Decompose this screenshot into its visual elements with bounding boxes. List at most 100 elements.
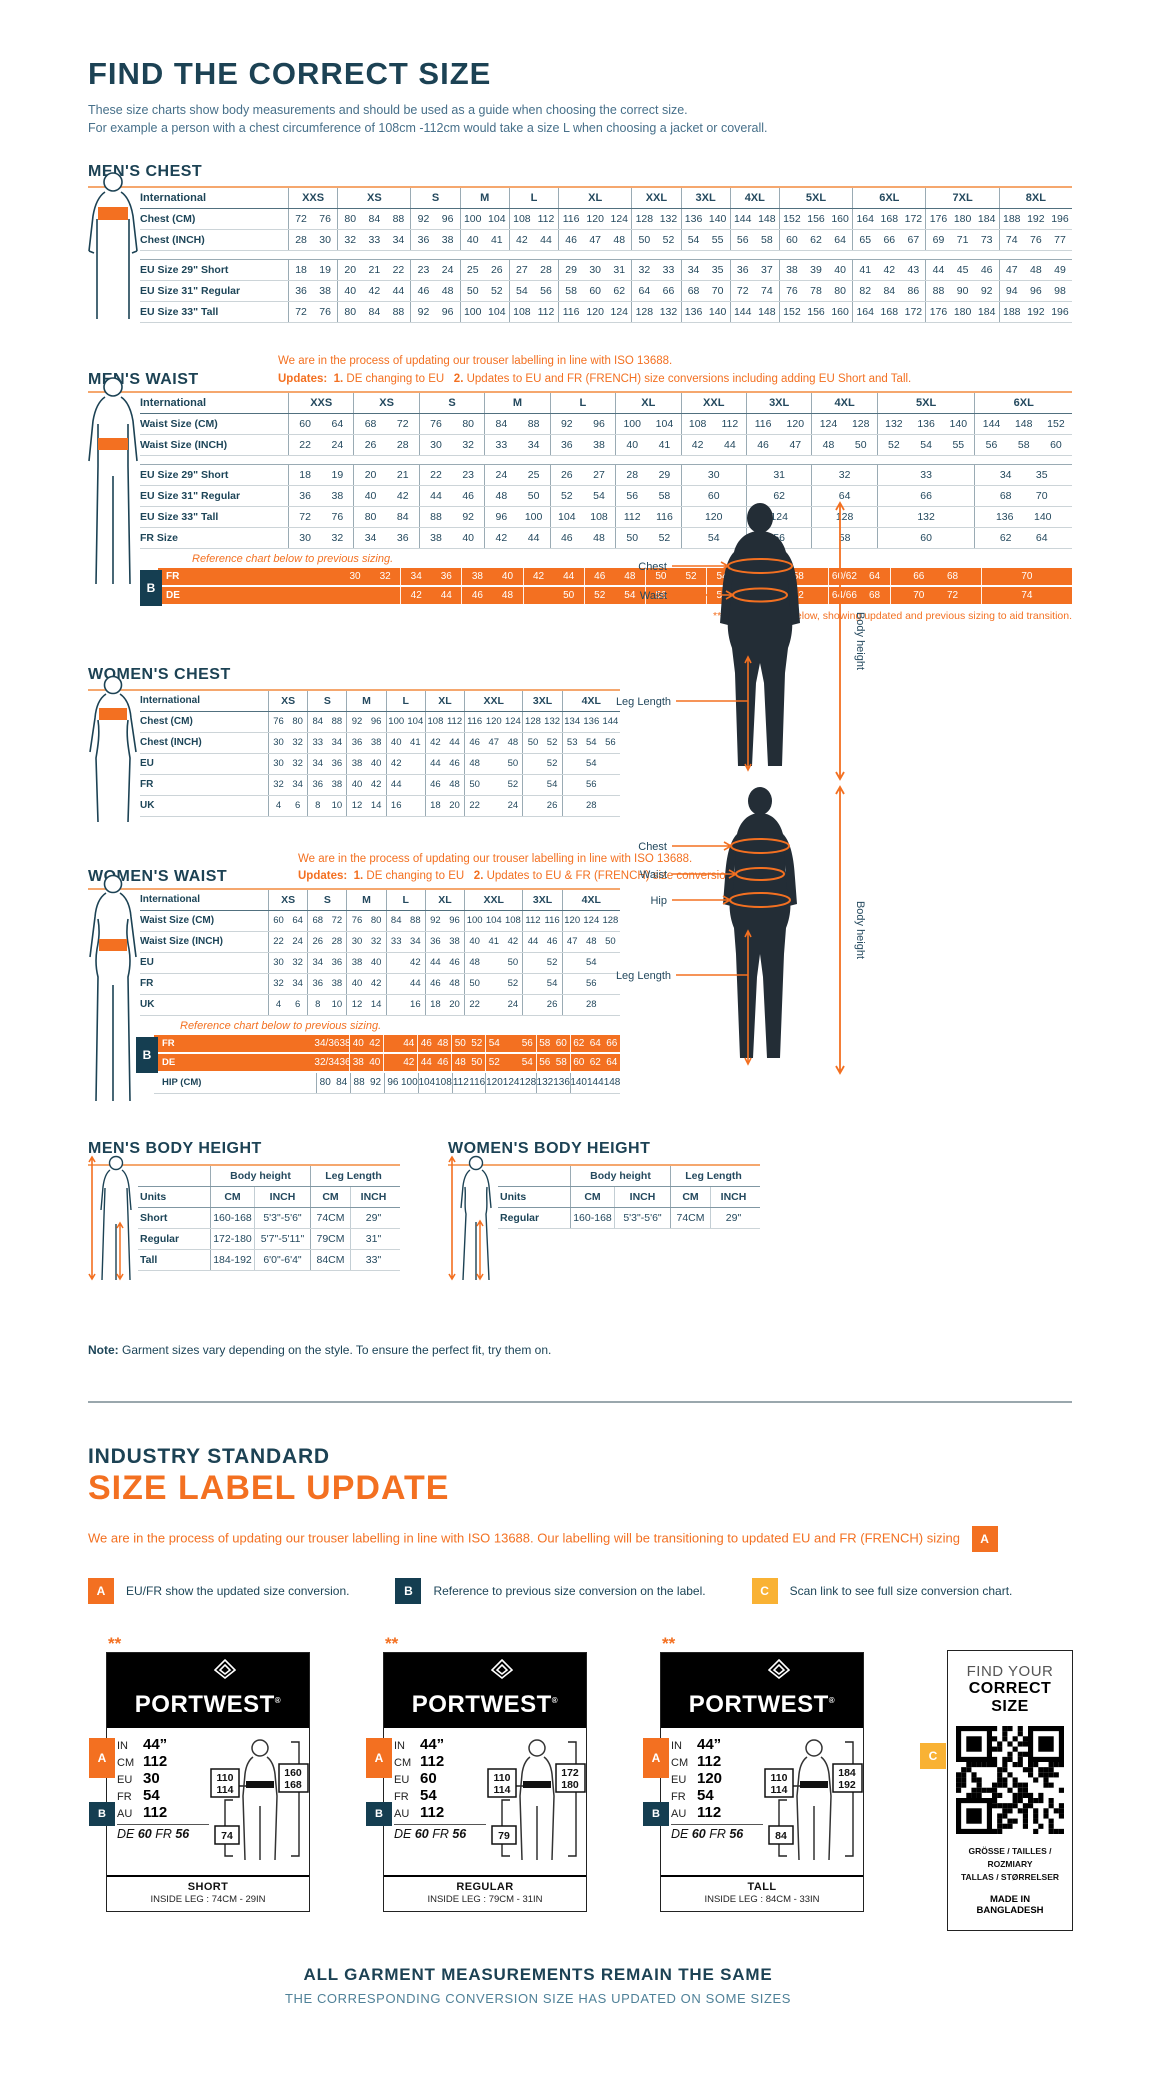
size-cell: 24	[507, 999, 519, 1011]
size-cell: 54	[546, 778, 558, 790]
row-values: 36 38 40 42 44 46 48 50 52 54 56 58 60 62 64 66 68 70 72 74…	[288, 281, 1072, 301]
size-group: 100 104 108	[464, 911, 522, 932]
size-cell: 80	[292, 715, 303, 727]
previous-sizes-line: DE 60 FR 56	[117, 1824, 209, 1841]
size-cell: 46	[462, 489, 475, 502]
size-cell: 38	[786, 264, 798, 276]
size-cell: 36	[430, 936, 441, 948]
update-2-num: 2.	[453, 372, 464, 385]
size-group: 62 64	[974, 527, 1072, 548]
size-cell: 20	[449, 999, 460, 1011]
size-cell: 58	[539, 1038, 551, 1050]
size-group-header: XS	[281, 694, 296, 707]
size-group: 27 28	[508, 260, 558, 280]
size-cell: 49	[1054, 264, 1066, 276]
row-values: 22 24 26 28 30 32 33 34 36 38 40 41 42 44 46 47 48 50	[268, 932, 620, 953]
row-values: 4 6 8 10 12 14 16 18 20 22 24 26 28	[268, 995, 620, 1016]
size-cell: 46	[565, 234, 577, 246]
size-cell: 128	[635, 306, 654, 318]
size-group: 76 80	[418, 413, 484, 434]
row-values: 36 38 40 42 44 46 48 50 52 54 56 58 60 62 64 66 68 70	[288, 485, 1072, 506]
size-cell: 53	[566, 736, 578, 748]
industry-intro-text: We are in the process of updating our tr…	[88, 1530, 960, 1546]
body-height-cell: 172-180	[210, 1229, 254, 1250]
size-cell: 50	[469, 778, 480, 790]
size-cell: 50	[605, 936, 616, 948]
size-group-header: M	[346, 690, 385, 711]
size-cell: 28	[540, 264, 552, 276]
size-group: 46 47 48	[558, 230, 631, 250]
size-cell: 58	[838, 531, 851, 544]
row-values: 18 19 20 21 22 23 24 25 26 27 28 29 30 31 32 33 34 35	[288, 464, 1072, 485]
mens-chest-figure-icon	[88, 172, 138, 319]
size-group: 38 40	[346, 753, 385, 774]
size-cell: 52	[546, 736, 558, 748]
size-cell: 180	[953, 306, 972, 318]
body-height-colhead: Body height	[570, 1166, 670, 1187]
size-cell: 108	[513, 306, 531, 318]
size-cell: 88	[331, 715, 343, 727]
size-group: 144 148	[729, 302, 779, 322]
size-cell: 52	[507, 778, 519, 790]
size-cell: 32	[292, 736, 303, 748]
row-values: 60 64 68 72 76 80 84 88 92 96 100 104 108 112 116 120 12…	[268, 911, 620, 932]
measurement-row: IN 44”	[671, 1736, 763, 1753]
female-figure-graphic: Chest Waist Hip Leg Length Body height	[616, 785, 866, 1075]
size-group: 28	[561, 795, 620, 816]
body-height-cell: Tall	[140, 1254, 158, 1267]
measurement-row: CM 112	[394, 1753, 486, 1770]
size-group-header: L	[385, 690, 425, 711]
mens-body-height-table: Body height Leg Length Units CM INCH CM INCH Sh…	[88, 1155, 400, 1281]
size-group: 100 104	[459, 209, 509, 229]
size-cell: 48	[441, 285, 454, 297]
size-cell: 22	[469, 999, 480, 1011]
card-measurements: IN 44” CM 112 EU 60 FR 54 AU 112 DE 60 FR 56	[394, 1736, 486, 1869]
size-group: 144 148	[729, 209, 779, 229]
size-cell: 26	[364, 438, 377, 451]
legend-text: EU/FR show the updated size conversion.	[126, 1584, 350, 1599]
size-cell: 40	[501, 570, 514, 582]
qr-code-graphic	[956, 1726, 1064, 1835]
size-group: 50 52	[464, 774, 522, 795]
size-group: 96 100	[484, 506, 549, 527]
w-updates-label: Updates:	[298, 870, 348, 883]
size-cell: 48	[449, 978, 460, 990]
portwest-logo: PORTWEST®	[411, 1691, 559, 1719]
size-cell: 42	[370, 778, 382, 790]
corner-label: International	[140, 694, 201, 706]
size-cell: 92	[560, 417, 573, 430]
size-cell: 44	[430, 957, 441, 969]
size-cell: 48	[624, 570, 636, 582]
body-height-cell: 5'3"-5'6"	[614, 1208, 670, 1229]
size-cell: 124	[610, 306, 629, 318]
size-cell: 140	[1033, 510, 1052, 523]
size-cell: 33	[662, 264, 675, 276]
size-cell: 196	[1051, 213, 1069, 225]
size-group: 112 116	[451, 1073, 486, 1094]
size-cell: 46	[594, 570, 606, 582]
size-cell: 140	[949, 417, 968, 430]
size-label-card: ** PORTWEST® IN 44” CM 112 EU 60 FR 54 AU 112 DE 60 …	[366, 1634, 587, 1913]
size-cell: 42	[883, 264, 896, 276]
size-group: 40 41	[385, 732, 425, 753]
size-cell: 54	[593, 489, 605, 502]
table-row: Chest (CM) 76 80 84 88 92 96 100 104 108 112 116 120…	[140, 711, 620, 733]
size-group: 32 34	[269, 775, 307, 795]
leg-length-colhead: Leg Length	[670, 1166, 756, 1187]
body-height-cell: 160-168	[210, 1208, 254, 1229]
size-cell: 22	[430, 468, 442, 481]
table-section: EU Size 29" Short 18 19 20 21 22 23 24 25 26 27 28 2…	[140, 464, 1072, 549]
size-cell: 50	[469, 978, 480, 990]
male-body-height-label: Body height	[854, 612, 865, 670]
size-cell: 156	[807, 213, 825, 225]
size-group: 41 42 43	[852, 260, 925, 280]
size-group: 22 23	[418, 464, 484, 485]
corner-label: International	[140, 894, 201, 906]
size-cell: 54	[546, 978, 558, 990]
row-values: 34/36 38 40 42 44 46 48 50 52 54 56 58 60 62 64 66	[314, 1035, 620, 1053]
row-label: EU	[140, 757, 154, 769]
size-group: 38 40	[346, 953, 385, 974]
size-cell: 124	[502, 1077, 520, 1089]
